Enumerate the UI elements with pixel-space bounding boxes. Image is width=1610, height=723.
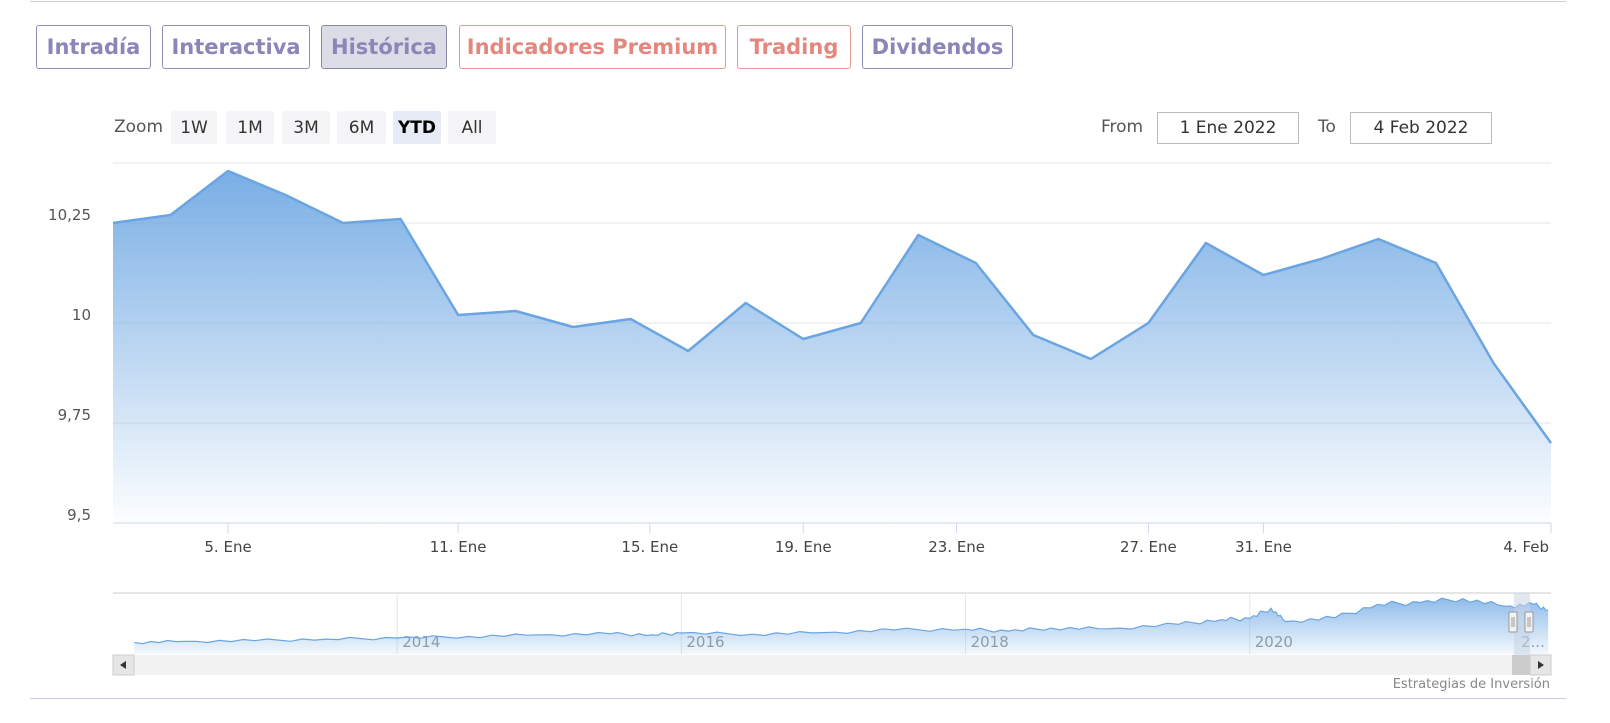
tab-trading[interactable]: Trading	[737, 25, 851, 69]
tab-intradia[interactable]: Intradía	[36, 25, 151, 69]
data-point	[1435, 262, 1437, 264]
x-tick-label: 23. Ene	[928, 538, 985, 556]
data-point	[399, 218, 401, 220]
scrollbar-track	[113, 655, 1551, 675]
data-point	[284, 194, 286, 196]
data-point	[514, 310, 516, 312]
x-tick-label: 4. Feb	[1503, 538, 1549, 556]
data-point	[572, 326, 574, 328]
data-point	[687, 350, 689, 352]
data-point	[745, 302, 747, 304]
chart-credit: Estrategias de Inversión	[1392, 677, 1550, 692]
x-tick-label: 27. Ene	[1120, 538, 1177, 556]
x-tick-label: 31. Ene	[1235, 538, 1292, 556]
navigator-right-handle[interactable]	[1524, 611, 1534, 633]
data-point	[112, 222, 114, 224]
tab-interactiva[interactable]: Interactiva	[162, 25, 310, 69]
navigator-scrollbar[interactable]	[112, 654, 1552, 676]
zoom-label: Zoom	[114, 117, 164, 137]
bottom-divider	[30, 698, 1566, 699]
data-point	[975, 262, 977, 264]
navigator[interactable]: 20142016201820202...	[112, 592, 1552, 676]
data-point	[802, 338, 804, 340]
zoom-1m-button[interactable]: 1M	[226, 111, 274, 144]
range-from-label: From	[1101, 117, 1144, 137]
data-point	[1205, 242, 1207, 244]
data-point	[1147, 322, 1149, 324]
scrollbar-thumb	[1512, 655, 1532, 675]
y-tick-label: 9,75	[58, 406, 91, 424]
data-point	[457, 314, 459, 316]
range-to-label: To	[1318, 117, 1336, 137]
zoom-3m-button[interactable]: 3M	[282, 111, 330, 144]
data-point	[629, 318, 631, 320]
handle-body	[1524, 611, 1534, 633]
range-from-input[interactable]	[1157, 112, 1299, 144]
data-point	[1032, 334, 1034, 336]
data-point	[1090, 358, 1092, 360]
navigator-line	[134, 597, 1549, 645]
scroll-right-arrow-icon	[1538, 661, 1544, 669]
x-tick-label: 15. Ene	[621, 538, 678, 556]
y-tick-label: 9,5	[67, 506, 91, 524]
zoom-ytd-button[interactable]: YTD	[393, 111, 441, 144]
data-point	[1492, 362, 1494, 364]
data-point	[227, 170, 229, 172]
data-point	[860, 322, 862, 324]
series-line	[112, 169, 1553, 444]
x-tick-label: 19. Ene	[775, 538, 832, 556]
data-point	[342, 222, 344, 224]
scroll-left-arrow-icon	[120, 661, 126, 669]
data-point	[917, 234, 919, 236]
tab-dividendos[interactable]: Dividendos	[862, 25, 1013, 69]
zoom-all-button[interactable]: All	[448, 111, 496, 144]
data-point	[1377, 238, 1379, 240]
x-tick-label: 11. Ene	[430, 538, 487, 556]
y-axis-labels: 9,5 9,75 10 10,25	[48, 206, 91, 524]
x-axis: 5. Ene 11. Ene 15. Ene 19. Ene 23. Ene 27. En…	[204, 523, 1552, 556]
data-point	[1550, 442, 1552, 444]
tab-indicadores-premium[interactable]: Indicadores Premium	[459, 25, 726, 69]
handle-body	[1508, 611, 1518, 633]
data-point	[169, 214, 171, 216]
series-area	[112, 169, 1553, 523]
y-tick-label: 10,25	[48, 206, 91, 224]
zoom-1w-button[interactable]: 1W	[171, 111, 217, 144]
zoom-6m-button[interactable]: 6M	[337, 111, 386, 144]
tab-historica[interactable]: Histórica	[321, 25, 447, 69]
top-divider	[30, 1, 1566, 2]
series-area-fill	[113, 171, 1551, 523]
navigator-area	[134, 598, 1549, 654]
data-point	[1262, 274, 1264, 276]
data-point	[1320, 258, 1322, 260]
range-to-input[interactable]	[1350, 112, 1492, 144]
y-tick-label: 10	[72, 306, 91, 324]
x-tick-label: 5. Ene	[204, 538, 251, 556]
navigator-left-handle[interactable]	[1508, 611, 1518, 633]
